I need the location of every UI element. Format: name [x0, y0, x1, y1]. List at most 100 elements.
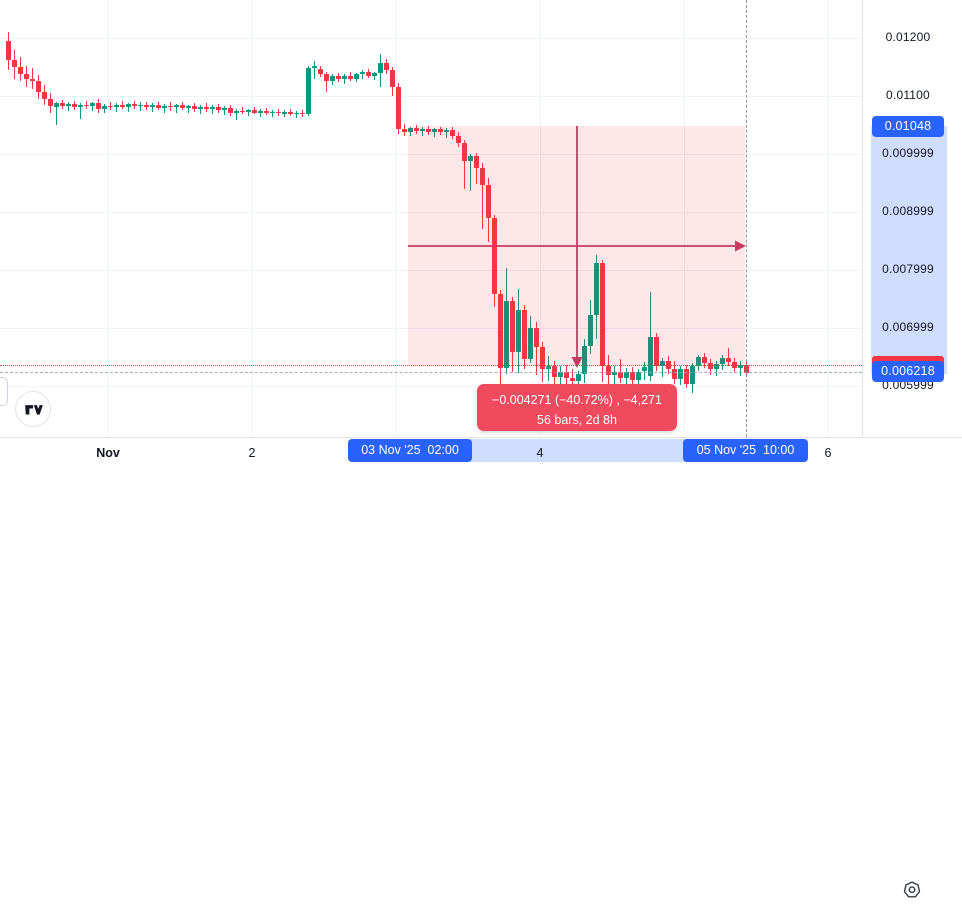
gridline-vertical	[540, 0, 541, 437]
gridline-vertical	[108, 0, 109, 437]
candle-body	[245, 110, 251, 113]
candle-body	[611, 371, 617, 375]
candle-body	[431, 129, 437, 132]
candle-body	[677, 369, 683, 380]
candle-body	[377, 62, 383, 74]
gear-icon	[903, 881, 921, 898]
candle-wick	[175, 104, 177, 113]
candle-body	[623, 372, 629, 379]
candle-body	[47, 98, 53, 107]
candle-wick	[475, 152, 477, 184]
candle-body	[179, 105, 185, 109]
candle-body	[143, 104, 149, 108]
candle-wick	[139, 102, 141, 111]
gridline-horizontal	[0, 270, 862, 271]
measure-tooltip-change: −0.004271 (−40.72%) , −4,271	[492, 393, 662, 407]
candle-wick	[559, 365, 561, 391]
candle-body	[137, 104, 143, 107]
candle-body	[509, 301, 515, 353]
candle-body	[383, 62, 389, 70]
candle-body	[665, 360, 671, 369]
price-axis-label: 0.01100	[886, 88, 930, 102]
candle-body	[167, 105, 173, 108]
candle-body	[65, 104, 71, 107]
candle-body	[449, 130, 455, 136]
candle-body	[521, 309, 527, 359]
candle-body	[575, 373, 581, 381]
candle-wick	[295, 110, 297, 118]
candle-body	[119, 104, 125, 107]
candle-wick	[211, 105, 213, 115]
candle-body	[407, 128, 413, 132]
candle-body	[233, 110, 239, 114]
candle-body	[443, 130, 449, 133]
candle-wick	[343, 74, 345, 84]
candle-body	[371, 73, 377, 76]
candle-body	[95, 103, 101, 109]
gridline-horizontal	[0, 328, 862, 329]
gridline-vertical	[252, 0, 253, 437]
candle-wick	[481, 163, 483, 230]
candle-body	[299, 112, 305, 115]
candle-body	[317, 68, 323, 75]
candle-body	[323, 74, 329, 81]
candle-body	[275, 111, 281, 114]
candle-body	[587, 314, 593, 347]
candle-body	[671, 368, 677, 380]
time-axis-label: 2	[248, 446, 256, 460]
candle-body	[467, 156, 473, 161]
time-axis-label: 4	[536, 446, 544, 460]
time-axis[interactable]: Nov 2 4 6 03 Nov '25 02:00 05 Nov '25 10:00	[0, 437, 962, 898]
candle-body	[473, 156, 479, 168]
candle-body	[419, 128, 425, 131]
candle-body	[263, 110, 269, 114]
candle-body	[425, 128, 431, 132]
candle-body	[113, 104, 119, 108]
candle-body	[287, 112, 293, 114]
candle-body	[635, 371, 641, 380]
candle-body	[227, 108, 233, 114]
candle-body	[125, 104, 131, 107]
candle-wick	[235, 108, 237, 121]
candle-wick	[79, 102, 81, 120]
candle-body	[347, 75, 353, 79]
candle-body	[359, 72, 365, 75]
left-toolbar-fragment[interactable]	[0, 377, 8, 406]
gridline-horizontal	[0, 38, 862, 39]
candle-body	[503, 301, 509, 369]
price-axis-label: 0.006999	[882, 320, 934, 334]
candle-wick	[259, 109, 261, 117]
candle-wick	[469, 153, 471, 192]
gridline-horizontal	[0, 154, 862, 155]
candle-wick	[361, 70, 363, 80]
crosshair-dashed-vline	[746, 0, 747, 437]
candle-wick	[247, 108, 249, 117]
candle-wick	[223, 105, 225, 115]
candle-body	[485, 185, 491, 219]
gridline-vertical	[684, 0, 685, 437]
candle-body	[551, 366, 557, 377]
axis-settings-button[interactable]	[898, 876, 926, 904]
candle-body	[713, 363, 719, 369]
candle-body	[569, 377, 575, 381]
measure-tooltip: −0.004271 (−40.72%) , −4,271 56 bars, 2d…	[477, 384, 677, 431]
candle-body	[725, 358, 731, 363]
candle-body	[389, 69, 395, 87]
price-axis-label: 0.007999	[882, 262, 934, 276]
time-axis-label: Nov	[96, 446, 120, 460]
tradingview-logo[interactable]	[15, 391, 51, 427]
price-axis-measure-band	[871, 126, 947, 374]
measure-range-box[interactable]	[408, 126, 745, 366]
candle-body	[311, 65, 317, 69]
price-axis[interactable]: 0.01200 0.01100 0.009999 0.008999 0.007999 0.…	[862, 0, 962, 437]
candle-body	[629, 372, 635, 380]
candle-body	[269, 111, 275, 114]
measure-start-price-badge: 0.01048	[872, 116, 944, 137]
candle-body	[365, 72, 371, 76]
candle-body	[107, 105, 113, 108]
candle-wick	[91, 101, 93, 111]
candle-wick	[727, 347, 729, 367]
candle-body	[563, 371, 569, 378]
candle-body	[653, 337, 659, 367]
price-pane[interactable]: −0.004271 (−40.72%) , −4,271 56 bars, 2d…	[0, 0, 862, 437]
